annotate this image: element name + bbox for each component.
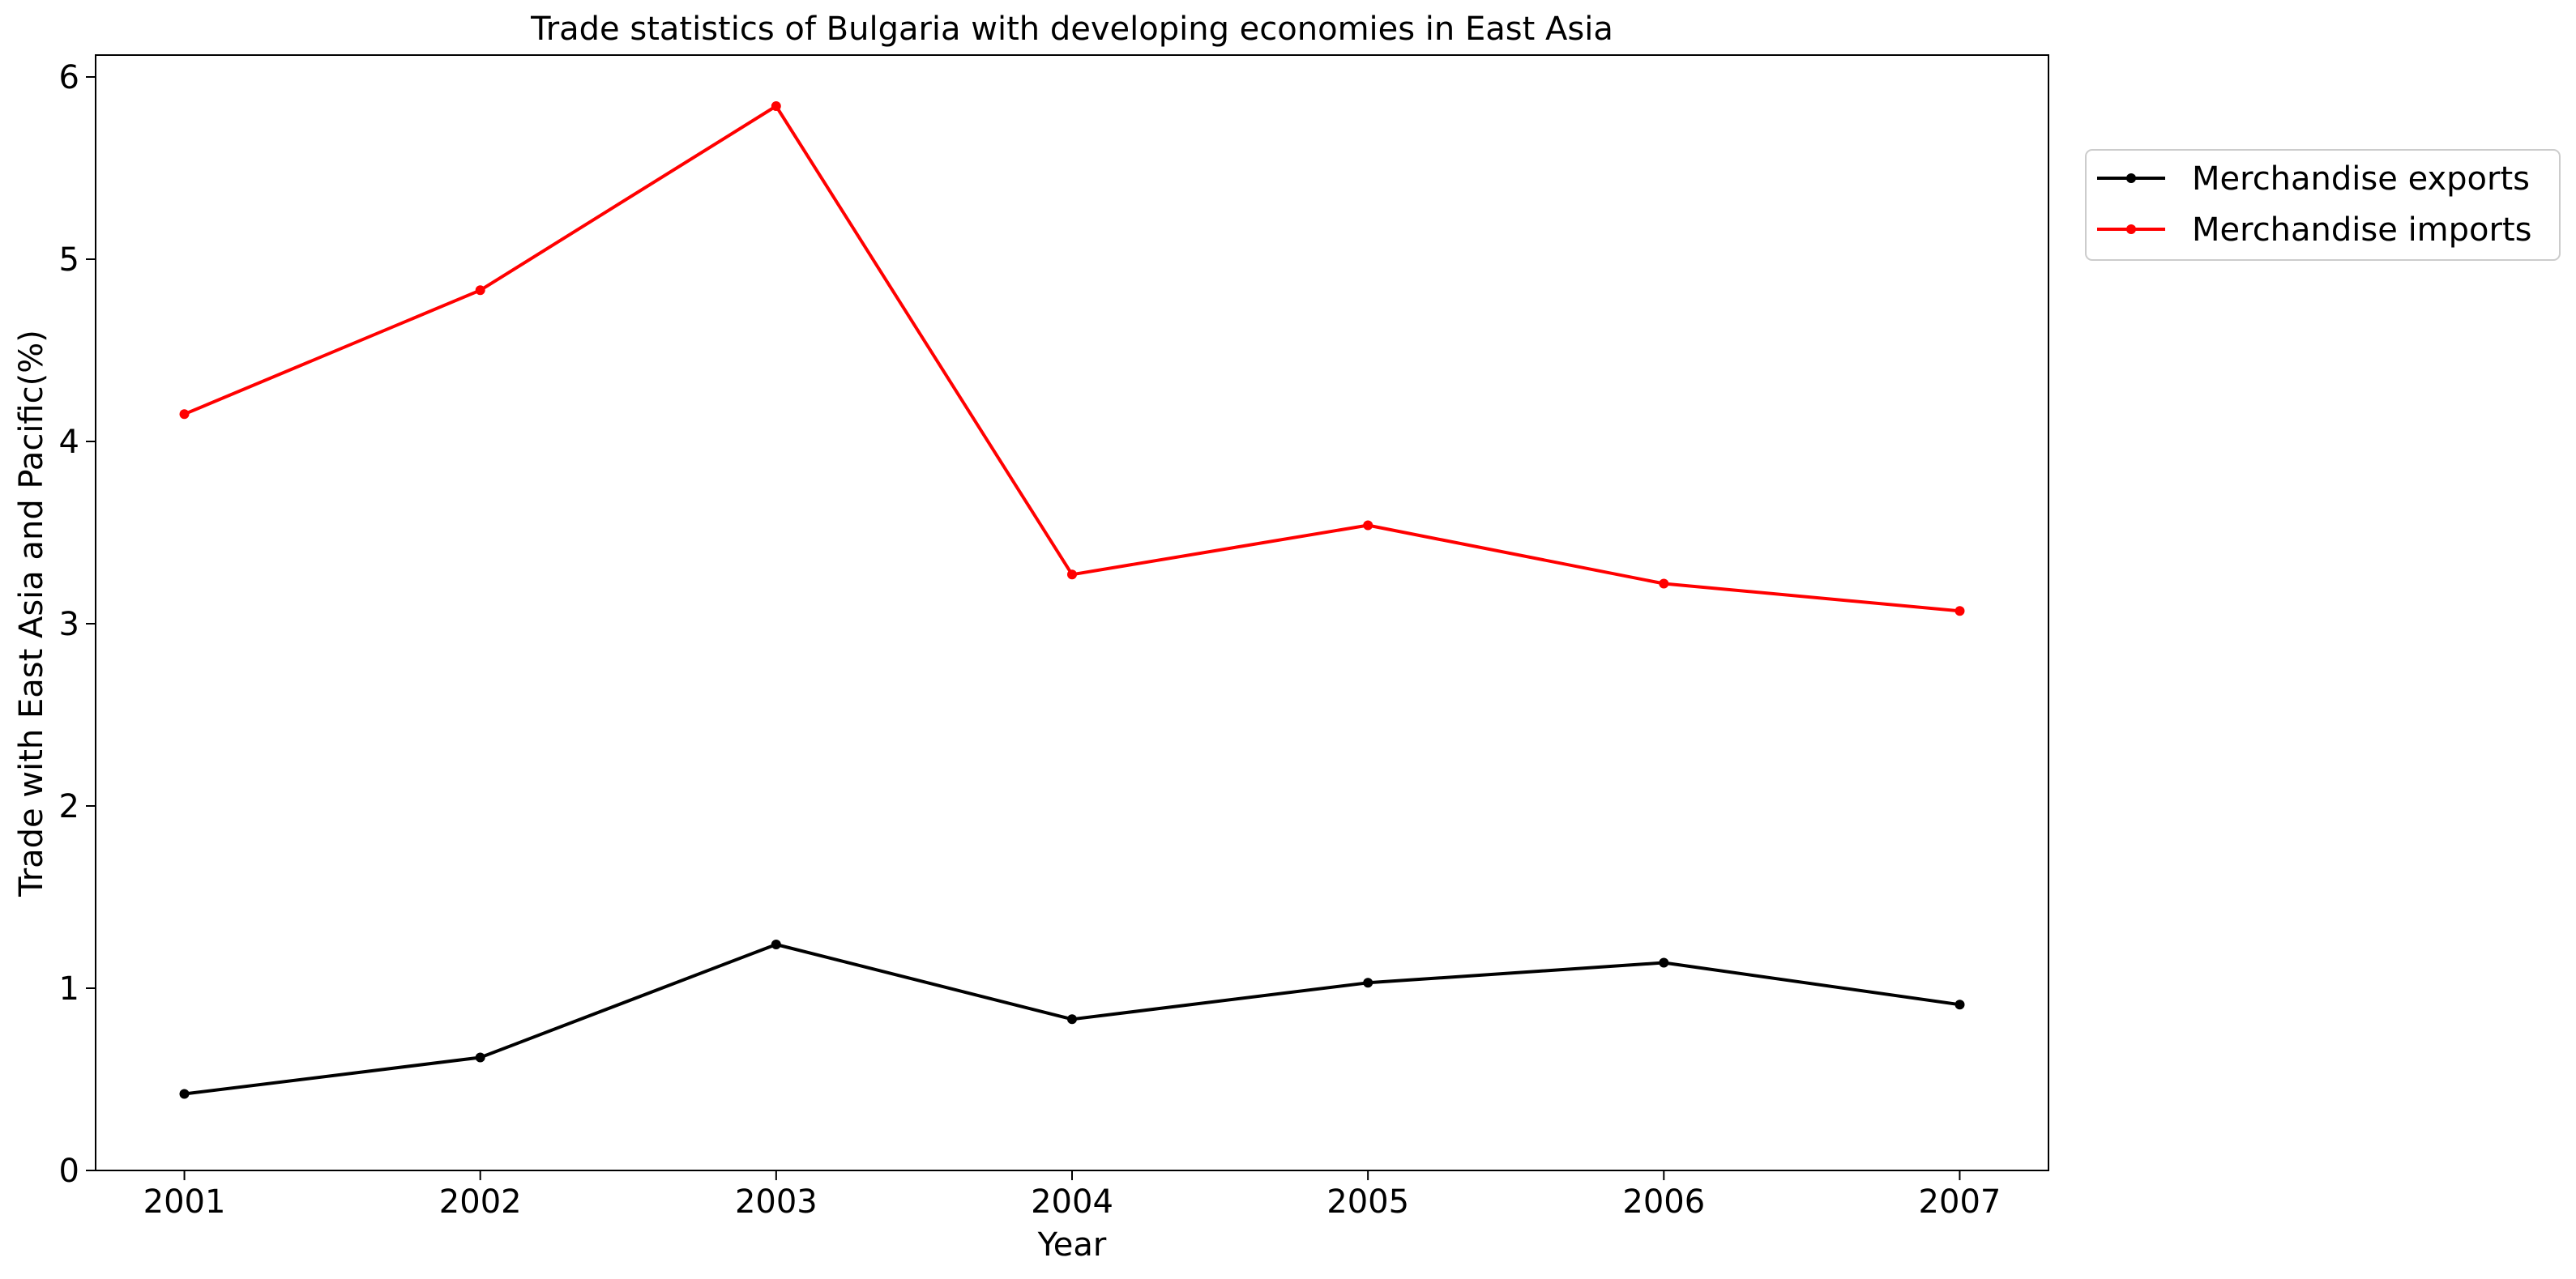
x-tick-label: 2006 [1622, 1183, 1705, 1221]
data-point [475, 1052, 485, 1063]
x-axis-ticks: 2001 2002 2003 2004 2005 2006 2007 [143, 1170, 2001, 1221]
y-tick-label: 3 [59, 606, 79, 643]
legend-label-1: Merchandise imports [2192, 211, 2531, 249]
data-point [1363, 520, 1373, 531]
data-point [1954, 1000, 1965, 1010]
data-point [1067, 1014, 1077, 1025]
y-tick-label: 1 [59, 970, 79, 1008]
legend-marker-1 [2126, 224, 2136, 234]
y-axis-ticks: 0 1 2 3 4 5 6 [59, 59, 96, 1190]
data-point [1363, 978, 1373, 988]
x-axis-label: Year [1037, 1226, 1107, 1264]
data-point [1659, 578, 1669, 589]
legend: Merchandise exports Merchandise imports [2085, 149, 2561, 261]
data-point [1954, 606, 1965, 616]
data-point [1067, 569, 1077, 580]
y-tick-label: 0 [59, 1153, 79, 1190]
y-tick-label: 2 [59, 788, 79, 825]
data-point [475, 285, 485, 296]
data-point [771, 101, 781, 111]
x-tick-label: 2005 [1326, 1183, 1409, 1221]
y-tick-label: 4 [59, 424, 79, 461]
legend-marker-0 [2126, 173, 2136, 183]
y-axis-label: Trade with East Asia and Pacific(%) [13, 330, 50, 897]
x-tick-label: 2001 [143, 1183, 226, 1221]
x-tick-label: 2004 [1031, 1183, 1113, 1221]
data-point [179, 1089, 190, 1099]
data-point [179, 409, 190, 420]
data-point [771, 940, 781, 949]
data-point [1659, 957, 1669, 968]
x-tick-label: 2003 [735, 1183, 818, 1221]
y-tick-label: 5 [59, 241, 79, 279]
legend-frame [2085, 149, 2561, 261]
series-layer [179, 101, 1965, 1099]
x-tick-label: 2007 [1919, 1183, 2001, 1221]
x-tick-label: 2002 [439, 1183, 522, 1221]
legend-label-0: Merchandise exports [2192, 160, 2530, 198]
y-tick-label: 6 [59, 59, 79, 96]
chart-title: Trade statistics of Bulgaria with develo… [530, 11, 1613, 48]
